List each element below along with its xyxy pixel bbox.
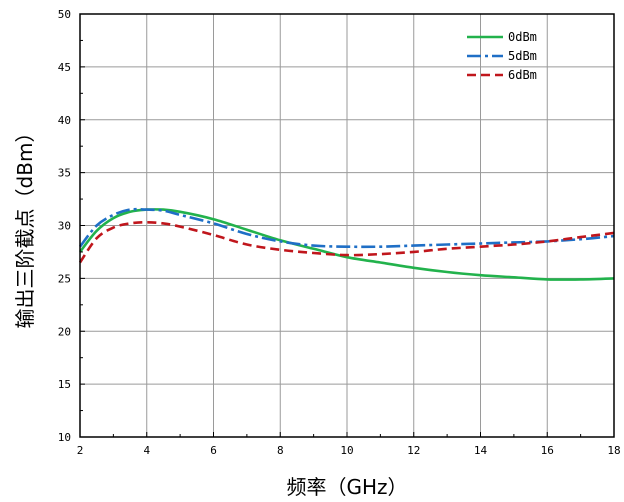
y-tick-label: 35	[58, 167, 71, 180]
y-tick-label: 15	[58, 378, 71, 391]
y-tick-label: 20	[58, 325, 71, 338]
legend: 0dBm 5dBm 6dBm	[467, 30, 537, 82]
x-tick-label: 2	[77, 444, 84, 457]
series-layer	[78, 207, 615, 281]
x-tick-label: 16	[541, 444, 554, 457]
legend-label-5dBm: 5dBm	[508, 49, 537, 63]
x-tick-label: 12	[407, 444, 420, 457]
y-tick-label: 50	[58, 8, 71, 21]
y-tick-label: 10	[58, 431, 71, 444]
legend-label-6dBm: 6dBm	[508, 68, 537, 82]
legend-label-0dBm: 0dBm	[508, 30, 537, 44]
y-axis: 10 15 20 25 30 35 40 45 50	[58, 8, 85, 444]
y-tick-label: 25	[58, 272, 71, 285]
series-line-6dBm	[78, 220, 615, 264]
x-tick-label: 10	[340, 444, 353, 457]
y-tick-label: 45	[58, 61, 71, 74]
x-tick-label: 18	[607, 444, 620, 457]
series-line-5dBm	[78, 207, 615, 249]
x-tick-label: 4	[143, 444, 150, 457]
x-tick-label: 8	[277, 444, 284, 457]
x-axis-title: 频率（GHz）	[286, 475, 407, 499]
y-axis-title: 输出三阶截点（dBm）	[13, 123, 37, 329]
x-tick-label: 6	[210, 444, 217, 457]
y-tick-label: 40	[58, 114, 71, 127]
x-axis: 2 4 6 8 10 12 14 16 18	[77, 432, 621, 457]
x-tick-label: 14	[474, 444, 488, 457]
y-tick-label: 30	[58, 220, 71, 233]
